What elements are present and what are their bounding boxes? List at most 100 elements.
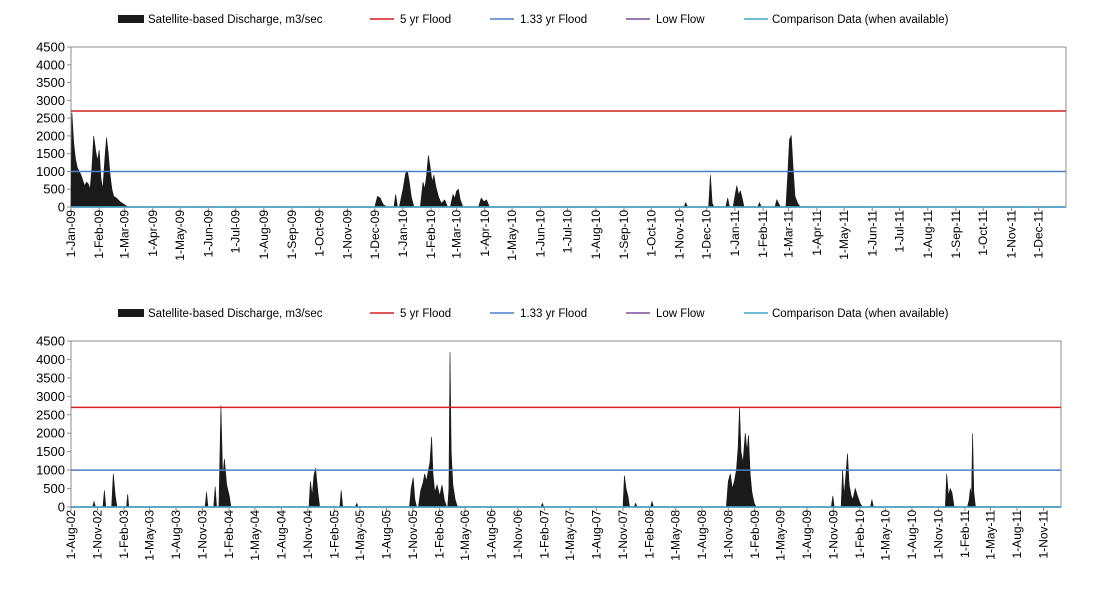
x-tick-label: 1-May-04 — [248, 510, 262, 561]
x-tick-label: 1-Feb-09 — [748, 510, 762, 559]
x-tick-label: 1-Nov-04 — [301, 510, 315, 560]
x-tick-label: 1-Nov-10 — [931, 510, 945, 560]
x-tick-label: 1-Nov-11 — [1036, 510, 1050, 559]
legend-swatch — [118, 15, 144, 23]
y-tick-label: 1500 — [36, 146, 65, 161]
x-tick-label: 1-May-08 — [668, 510, 682, 561]
x-tick-label: 1-Jan-09 — [64, 210, 78, 258]
x-tick-label: 1-May-11 — [984, 510, 998, 560]
x-tick-label: 1-Feb-11 — [756, 210, 770, 258]
legend-label: Low Flow — [656, 308, 705, 320]
legend: Satellite-based Discharge, m3/sec 5 yr Fl… — [118, 308, 949, 320]
x-tick-label: 1-May-05 — [353, 510, 367, 561]
x-tick-label: 1-Feb-08 — [643, 510, 657, 559]
x-tick-label: 1-Mar-09 — [118, 210, 132, 259]
y-tick-label: 1000 — [36, 463, 65, 478]
x-tick-label: 1-Aug-10 — [905, 510, 919, 560]
y-tick-label: 3500 — [36, 75, 65, 90]
x-tick-label: 1-Jun-10 — [533, 210, 547, 258]
x-tick-label: 1-May-07 — [563, 510, 577, 561]
x-tick-label: 1-Sep-09 — [285, 210, 299, 260]
x-tick-label: 1-Mar-10 — [450, 210, 464, 259]
x-tick-label: 1-Feb-04 — [222, 510, 236, 559]
x-tick-label: 1-Aug-03 — [169, 510, 183, 560]
y-tick-label: 3000 — [36, 93, 65, 108]
x-tick-label: 1-Nov-09 — [341, 210, 355, 260]
x-tick-label: 1-May-09 — [773, 510, 787, 561]
x-tick-label: 1-Jul-11 — [893, 210, 907, 253]
y-tick-label: 2500 — [36, 111, 65, 126]
x-tick-label: 1-May-10 — [878, 510, 892, 561]
x-tick-label: 1-Apr-11 — [810, 210, 824, 256]
x-tick-label: 1-Oct-11 — [976, 210, 990, 256]
x-tick-label: 1-Jul-10 — [561, 210, 575, 254]
x-tick-label: 1-May-10 — [505, 210, 519, 261]
y-tick-label: 4500 — [36, 334, 65, 349]
x-tick-label: 1-May-06 — [458, 510, 472, 561]
y-tick-label: 4500 — [36, 40, 65, 55]
legend-label: Low Flow — [656, 14, 705, 26]
legend: Satellite-based Discharge, m3/sec 5 yr Fl… — [118, 14, 949, 26]
x-tick-label: 1-May-03 — [143, 510, 157, 561]
x-tick-label: 1-Apr-09 — [146, 210, 160, 257]
x-tick-label: 1-Jun-11 — [865, 210, 879, 257]
x-tick-label: 1-Nov-09 — [826, 510, 840, 560]
y-tick-label: 3000 — [36, 389, 65, 404]
x-tick-label: 1-Feb-07 — [537, 510, 551, 559]
x-tick-label: 1-Feb-06 — [432, 510, 446, 559]
x-tick-label: 1-Jan-10 — [396, 210, 410, 258]
x-tick-label: 1-May-09 — [173, 210, 187, 261]
x-tick-label: 1-Nov-05 — [406, 510, 420, 560]
x-tick-label: 1-Dec-10 — [700, 210, 714, 260]
y-tick-label: 0 — [58, 200, 65, 215]
y-tick-label: 2500 — [36, 407, 65, 422]
x-tick-label: 1-Aug-08 — [695, 510, 709, 560]
x-tick-label: 1-Nov-07 — [616, 510, 630, 560]
x-tick-label: 1-Feb-05 — [327, 510, 341, 559]
x-tick-label: 1-Nov-02 — [91, 510, 105, 560]
y-tick-label: 2000 — [36, 128, 65, 143]
y-tick-label: 1000 — [36, 164, 65, 179]
x-tick-label: 1-Apr-10 — [478, 210, 492, 257]
x-tick-label: 1-Aug-02 — [64, 510, 78, 560]
x-tick-label: 1-Nov-03 — [196, 510, 210, 560]
x-tick-label: 1-Aug-09 — [800, 510, 814, 560]
legend-label: 1.33 yr Flood — [520, 308, 587, 320]
x-tick-label: 1-Aug-05 — [379, 510, 393, 560]
x-tick-label: 1-Sep-11 — [949, 210, 963, 259]
x-tick-label: 1-Dec-09 — [368, 210, 382, 260]
legend-label: Satellite-based Discharge, m3/sec — [148, 308, 323, 320]
x-tick-label: 1-Sep-10 — [617, 210, 631, 260]
x-tick-label: 1-Feb-10 — [853, 510, 867, 559]
x-tick-label: 1-Aug-11 — [921, 210, 935, 259]
x-tick-label: 1-Nov-08 — [721, 510, 735, 560]
x-tick-label: 1-Aug-07 — [590, 510, 604, 560]
x-tick-label: 1-Jan-11 — [728, 210, 742, 257]
legend-label: Satellite-based Discharge, m3/sec — [148, 14, 323, 26]
discharge-series — [70, 112, 1066, 208]
legend-label: 5 yr Flood — [400, 308, 451, 320]
x-tick-label: 1-Jun-09 — [201, 210, 215, 258]
plot-area — [70, 46, 1067, 208]
chart-panel-1: Satellite-based Discharge, m3/sec 5 yr Fl… — [36, 14, 1067, 261]
x-tick-label: 1-Nov-06 — [511, 510, 525, 560]
x-tick-label: 1-Aug-09 — [257, 210, 271, 260]
y-tick-label: 4000 — [36, 57, 65, 72]
x-tick-label: 1-Oct-09 — [312, 210, 326, 257]
y-tick-label: 4000 — [36, 352, 65, 367]
x-tick-label: 1-Feb-11 — [958, 510, 972, 558]
legend-label: 5 yr Flood — [400, 14, 451, 26]
x-tick-label: 1-Aug-10 — [589, 210, 603, 260]
legend-label: Comparison Data (when available) — [772, 14, 949, 26]
legend-label: Comparison Data (when available) — [772, 308, 949, 320]
y-tick-label: 0 — [58, 500, 65, 515]
x-tick-label: 1-Aug-06 — [485, 510, 499, 560]
y-tick-label: 500 — [43, 182, 65, 197]
x-tick-label: 1-Jul-09 — [229, 210, 243, 254]
y-tick-label: 500 — [43, 481, 65, 496]
y-tick-label: 2000 — [36, 426, 65, 441]
x-tick-label: 1-Nov-11 — [1004, 210, 1018, 259]
legend-label: 1.33 yr Flood — [520, 14, 587, 26]
x-tick-label: 1-May-11 — [837, 210, 851, 260]
